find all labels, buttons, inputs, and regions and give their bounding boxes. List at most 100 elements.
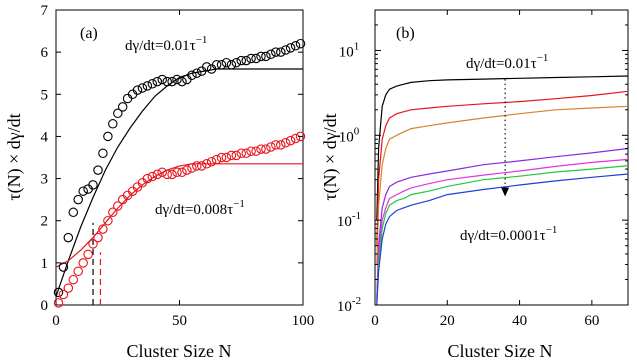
point-black	[256, 51, 266, 62]
point-red	[83, 249, 93, 260]
point-black	[132, 85, 143, 95]
point-red	[290, 133, 301, 144]
annotation-b-bottom: dγ/dt=0.0001τ−1	[460, 224, 557, 244]
arrow-b	[501, 79, 510, 197]
point-red	[231, 150, 242, 161]
point-red	[147, 171, 158, 182]
point-black	[63, 232, 74, 243]
point-red	[201, 159, 212, 169]
point-red	[142, 173, 153, 184]
point-black	[68, 207, 79, 218]
y-tick-label-a: 0	[41, 298, 49, 314]
point-black	[251, 53, 261, 64]
point-red	[285, 135, 296, 146]
y-tick-label-a: 4	[41, 129, 49, 145]
point-black	[231, 57, 242, 68]
point-black	[113, 108, 123, 119]
point-black	[172, 74, 182, 85]
panel-a: 0 50 100 0 1 2 3 4 5 6 7 (a) dγ/dt=0.01τ−1 dγ/dt=0…	[4, 3, 314, 361]
point-red	[68, 274, 79, 285]
point-black	[93, 165, 103, 175]
point-black	[167, 76, 177, 87]
point-red	[187, 163, 197, 173]
y-tick-label-a: 7	[41, 3, 49, 19]
point-black	[58, 262, 69, 272]
point-red	[78, 258, 88, 268]
x-tick-label-a: 50	[172, 313, 187, 329]
point-red	[206, 156, 217, 167]
point-black	[177, 76, 187, 87]
y-tick-label-b: 10-1	[337, 210, 361, 230]
point-black	[147, 79, 158, 89]
point-red	[167, 169, 177, 180]
series-line-orange	[376, 105, 629, 265]
point-red	[103, 215, 113, 226]
axis-ticks-b: 0 20 40 60 10-2 10-1 100 101	[337, 9, 628, 329]
point-red	[192, 161, 202, 171]
point-black	[108, 119, 118, 129]
point-red	[211, 154, 222, 165]
x-tick-label-b: 60	[584, 313, 599, 329]
point-black	[73, 194, 83, 205]
y-axis-label-b: τ(N) × dγ/dt	[320, 113, 341, 200]
x-tick-label-a: 0	[52, 313, 60, 329]
arrow-head	[501, 187, 510, 197]
point-black	[211, 60, 222, 70]
point-red	[93, 232, 103, 243]
dashed-markers-a	[92, 222, 102, 305]
point-red	[280, 138, 291, 148]
x-tick-label-b: 20	[440, 313, 455, 329]
point-red	[221, 152, 232, 163]
panel-label-a: (a)	[80, 25, 98, 42]
point-red	[295, 131, 306, 142]
point-black	[290, 41, 301, 51]
point-black	[271, 47, 281, 57]
point-red	[108, 207, 118, 218]
x-tick-label-a: 100	[292, 313, 315, 329]
point-black	[241, 55, 251, 66]
series-lines-b	[376, 75, 629, 306]
x-axis-label-b: Cluster Size N	[448, 341, 553, 361]
point-red	[241, 148, 251, 159]
point-red	[251, 146, 261, 156]
point-black	[157, 74, 167, 85]
point-red	[152, 169, 163, 180]
y-axis-label-a: τ(N) × dγ/dt	[4, 113, 25, 200]
point-black	[98, 148, 108, 159]
point-black	[78, 186, 88, 196]
y-tick-label-a: 2	[41, 214, 49, 230]
point-black	[142, 81, 153, 91]
point-red	[88, 239, 98, 249]
series-line-purple	[376, 147, 629, 299]
point-red	[226, 150, 237, 161]
y-tick-label-a: 6	[41, 45, 49, 61]
point-red	[276, 140, 286, 150]
point-black	[192, 68, 202, 78]
annotation-b-top: dγ/dt=0.01τ−1	[466, 52, 548, 72]
series-line-blue	[376, 173, 629, 306]
x-tick-label-b: 0	[371, 313, 379, 329]
series-line-red	[376, 90, 629, 246]
point-red	[182, 165, 192, 175]
point-black	[221, 57, 232, 68]
point-black	[266, 49, 276, 60]
point-red	[266, 142, 276, 152]
y-tick-label-b: 101	[339, 40, 360, 60]
annotation-a-bottom: dγ/dt=0.008τ−1	[155, 198, 245, 218]
y-tick-label-b: 10-2	[337, 295, 361, 315]
point-black	[236, 55, 247, 66]
point-red	[246, 146, 256, 156]
point-red	[177, 167, 187, 178]
point-red	[63, 283, 74, 293]
point-black	[226, 60, 237, 70]
point-red	[73, 266, 83, 277]
point-black	[276, 47, 286, 57]
point-red	[162, 169, 172, 180]
y-tick-label-a: 1	[41, 256, 49, 272]
point-red	[113, 201, 123, 211]
plot-area-b	[374, 9, 629, 306]
x-tick-label-b: 40	[512, 313, 527, 329]
series-line-black	[376, 75, 629, 221]
point-black	[261, 51, 271, 62]
